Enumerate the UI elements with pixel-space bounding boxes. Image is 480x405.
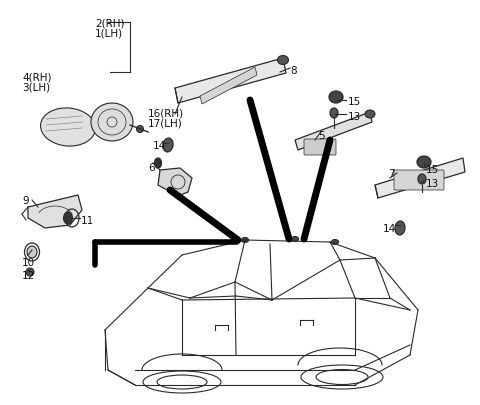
Text: 4(RH): 4(RH) [22,72,51,82]
Text: 14: 14 [383,224,396,234]
Text: 15: 15 [426,165,439,175]
Text: 14: 14 [153,141,166,151]
Ellipse shape [26,268,34,276]
Text: 13: 13 [426,179,439,189]
Ellipse shape [136,126,144,132]
Ellipse shape [27,246,37,258]
Ellipse shape [332,239,338,245]
Text: 1(LH): 1(LH) [95,29,123,39]
Ellipse shape [329,91,343,103]
Text: 6: 6 [148,163,155,173]
Polygon shape [28,195,82,228]
Text: 2(RH): 2(RH) [95,18,124,28]
Text: 17(LH): 17(LH) [148,119,183,129]
Text: 9: 9 [22,196,29,206]
Ellipse shape [291,237,299,241]
FancyBboxPatch shape [394,170,444,190]
Text: 5: 5 [318,131,324,141]
Ellipse shape [155,158,161,168]
Ellipse shape [40,108,96,146]
Text: 3(LH): 3(LH) [22,83,50,93]
Text: 16(RH): 16(RH) [148,108,184,118]
Ellipse shape [330,108,338,118]
Ellipse shape [395,221,405,235]
Text: 11: 11 [81,216,94,226]
Text: 13: 13 [348,112,361,122]
Ellipse shape [241,237,249,243]
Ellipse shape [365,110,375,118]
Text: 8: 8 [290,66,297,76]
Text: 10: 10 [22,258,35,268]
Polygon shape [175,58,286,103]
Text: 7: 7 [388,169,395,179]
Ellipse shape [91,103,133,141]
Polygon shape [158,168,192,196]
Text: 15: 15 [348,97,361,107]
Ellipse shape [63,212,72,224]
Text: 12: 12 [22,271,35,281]
Ellipse shape [417,156,431,168]
Ellipse shape [277,55,288,64]
Polygon shape [200,67,257,104]
Polygon shape [375,158,465,198]
FancyBboxPatch shape [304,139,336,155]
Polygon shape [295,112,372,150]
Ellipse shape [163,138,173,152]
Ellipse shape [418,174,426,184]
